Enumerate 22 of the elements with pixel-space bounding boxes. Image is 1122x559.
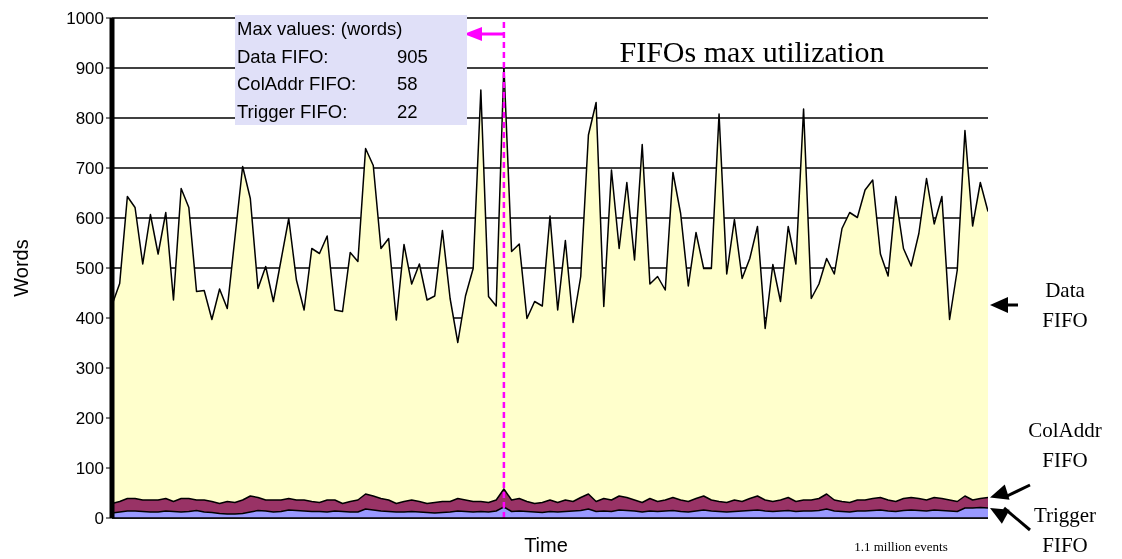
y-tick-label: 300: [75, 359, 104, 379]
text: FIFOs max utilization: [619, 35, 885, 68]
y-tick-label: 0: [94, 509, 104, 529]
y-tick-label: 500: [75, 259, 104, 279]
y-tick-label: 800: [75, 109, 104, 129]
x-axis-title: Time: [524, 534, 568, 556]
annotation: Max values: (words): [237, 17, 404, 41]
legend-label: Trigger FIFO: [1033, 503, 1097, 557]
y-tick-label: 400: [75, 309, 104, 329]
text: Trigger FIFO: 22: [237, 100, 418, 122]
y-tick-label: 200: [75, 409, 104, 429]
legend-label: Data FIFO: [1042, 278, 1088, 332]
text: ColAddr FIFO: [1028, 418, 1102, 472]
y-tick-label: 700: [75, 159, 104, 179]
text: ColAddr FIFO: 58: [237, 73, 418, 94]
y-tick-label: 900: [75, 59, 104, 79]
y-tick-label: 100: [75, 459, 104, 479]
text: Data FIFO: 905: [237, 45, 428, 67]
text: 1.1 million events: [854, 539, 948, 554]
y-tick-label: 600: [75, 209, 104, 229]
y-tick-label: 1000: [66, 9, 104, 29]
y-axis-title: Words: [10, 239, 32, 297]
